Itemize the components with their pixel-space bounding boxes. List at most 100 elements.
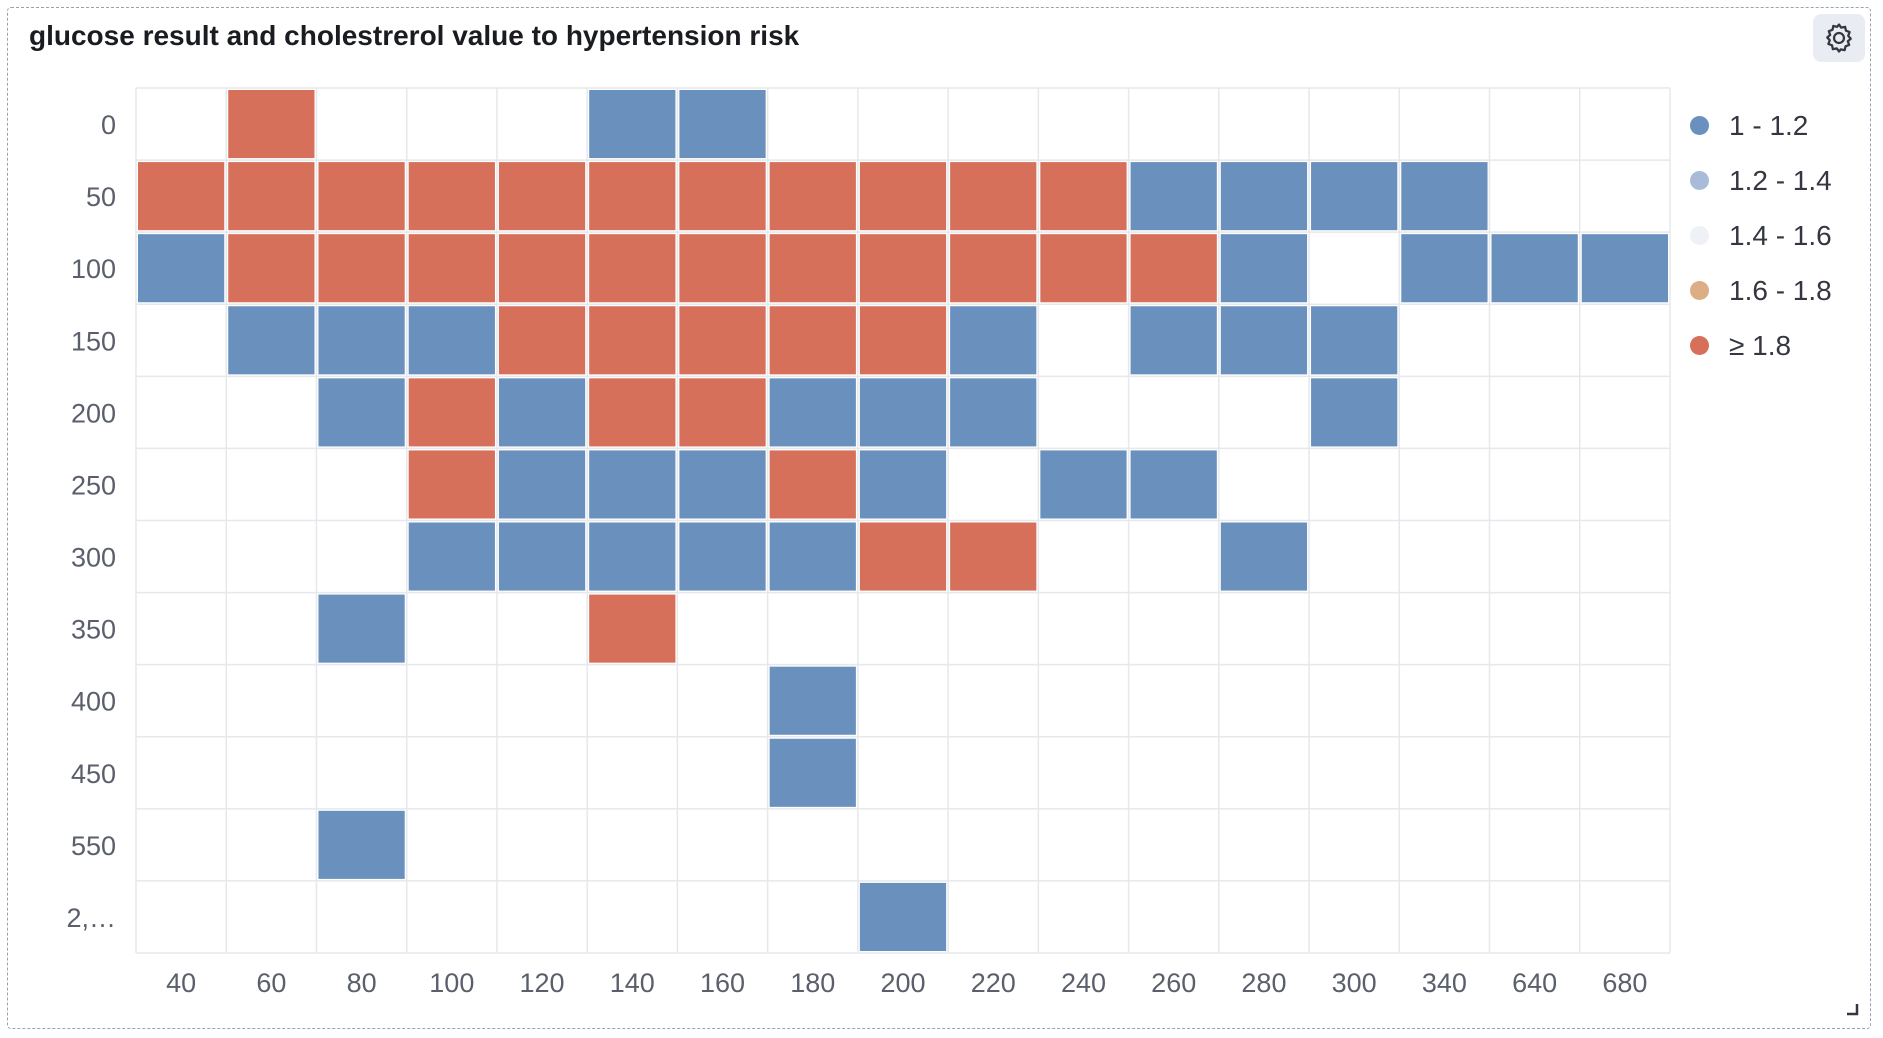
heatmap-cell[interactable] [1311, 306, 1398, 375]
heatmap-cell[interactable] [589, 234, 676, 303]
heatmap-cell[interactable] [589, 522, 676, 591]
heatmap-cell[interactable] [408, 162, 495, 231]
heatmap-cell[interactable] [498, 234, 586, 303]
heatmap-cell[interactable] [498, 306, 586, 375]
heatmap-cell[interactable] [498, 162, 586, 231]
heatmap-cell[interactable] [769, 306, 856, 375]
heatmap-cell[interactable] [228, 306, 315, 375]
heatmap-cell[interactable] [589, 594, 676, 663]
heatmap-cell[interactable] [138, 234, 225, 303]
heatmap-cell[interactable] [679, 90, 766, 159]
x-tick-label: 220 [971, 968, 1016, 998]
heatmap-cell[interactable] [1220, 306, 1308, 375]
legend-item[interactable]: ≥ 1.8 [1690, 318, 1832, 373]
resize-handle-icon[interactable] [1845, 1002, 1859, 1016]
heatmap-cell[interactable] [318, 234, 405, 303]
legend-label: 1.6 - 1.8 [1729, 274, 1832, 306]
legend-item[interactable]: 1.2 - 1.4 [1690, 153, 1832, 208]
heatmap-cell[interactable] [408, 378, 495, 447]
heatmap-cell[interactable] [1040, 234, 1127, 303]
heatmap-cell[interactable] [228, 162, 315, 231]
legend-label: 1.4 - 1.6 [1729, 219, 1832, 251]
heatmap-cell[interactable] [589, 450, 676, 519]
heatmap-cell[interactable] [1040, 162, 1127, 231]
heatmap-cell[interactable] [1220, 162, 1308, 231]
heatmap-cell[interactable] [950, 522, 1037, 591]
heatmap-cell[interactable] [318, 378, 405, 447]
heatmap-cell[interactable] [859, 234, 947, 303]
legend-item[interactable]: 1.6 - 1.8 [1690, 263, 1832, 318]
heatmap-cell[interactable] [769, 234, 856, 303]
heatmap-cell[interactable] [859, 522, 947, 591]
heatmap-cell[interactable] [859, 882, 947, 951]
heatmap-cell[interactable] [408, 306, 495, 375]
heatmap-cell[interactable] [769, 378, 856, 447]
heatmap-cell[interactable] [769, 666, 856, 735]
heatmap-cell[interactable] [408, 234, 495, 303]
legend-swatch [1690, 116, 1709, 135]
x-tick-label: 340 [1422, 968, 1467, 998]
heatmap-cell[interactable] [679, 234, 766, 303]
heatmap-cell[interactable] [1220, 522, 1308, 591]
heatmap-cell[interactable] [769, 162, 856, 231]
heatmap-cell[interactable] [589, 162, 676, 231]
heatmap-cell[interactable] [589, 306, 676, 375]
heatmap-cell[interactable] [228, 234, 315, 303]
heatmap-cell[interactable] [318, 306, 405, 375]
heatmap-cell[interactable] [498, 450, 586, 519]
heatmap-cell[interactable] [769, 450, 856, 519]
heatmap-cell[interactable] [318, 810, 405, 879]
heatmap-cell[interactable] [769, 738, 856, 807]
heatmap-cell[interactable] [679, 522, 766, 591]
heatmap-cell[interactable] [498, 522, 586, 591]
heatmap-cell[interactable] [950, 306, 1037, 375]
heatmap-cell[interactable] [950, 234, 1037, 303]
y-tick-label: 350 [71, 615, 116, 645]
heatmap-cell[interactable] [1040, 450, 1127, 519]
heatmap-cell[interactable] [859, 378, 947, 447]
y-tick-label: 550 [71, 831, 116, 861]
heatmap-cell[interactable] [950, 162, 1037, 231]
heatmap-cell[interactable] [138, 162, 225, 231]
heatmap-cell[interactable] [1130, 450, 1217, 519]
heatmap-cell[interactable] [1130, 234, 1217, 303]
y-tick-label: 0 [101, 110, 116, 140]
x-tick-label: 240 [1061, 968, 1106, 998]
heatmap-cell[interactable] [1311, 378, 1398, 447]
legend-label: ≥ 1.8 [1729, 329, 1792, 361]
heatmap-cell[interactable] [318, 162, 405, 231]
x-tick-label: 200 [880, 968, 925, 998]
heatmap-cell[interactable] [1311, 162, 1398, 231]
heatmap-cell[interactable] [679, 162, 766, 231]
heatmap-cell[interactable] [859, 450, 947, 519]
heatmap-cell[interactable] [1401, 234, 1488, 303]
heatmap-cell[interactable] [408, 450, 495, 519]
heatmap-cell[interactable] [318, 594, 405, 663]
heatmap-cell[interactable] [1401, 162, 1488, 231]
heatmap-cell[interactable] [769, 522, 856, 591]
heatmap-cell[interactable] [1491, 234, 1578, 303]
heatmap-cell[interactable] [679, 378, 766, 447]
heatmap-cell[interactable] [1220, 234, 1308, 303]
panel-settings-button[interactable] [1813, 14, 1865, 62]
heatmap-cell[interactable] [1130, 162, 1217, 231]
y-tick-label: 200 [71, 398, 116, 428]
heatmap-cell[interactable] [1130, 306, 1217, 375]
legend-swatch [1690, 281, 1709, 300]
heatmap-cell[interactable] [408, 522, 495, 591]
heatmap-cell[interactable] [589, 378, 676, 447]
y-tick-label: 100 [71, 254, 116, 284]
heatmap-cell[interactable] [228, 90, 315, 159]
x-tick-label: 60 [256, 968, 286, 998]
heatmap-cell[interactable] [950, 378, 1037, 447]
heatmap-cell[interactable] [679, 306, 766, 375]
heatmap-cell[interactable] [589, 90, 676, 159]
legend-swatch [1690, 171, 1709, 190]
heatmap-cell[interactable] [859, 306, 947, 375]
heatmap-cell[interactable] [859, 162, 947, 231]
legend-item[interactable]: 1.4 - 1.6 [1690, 208, 1832, 263]
heatmap-cell[interactable] [498, 378, 586, 447]
heatmap-cell[interactable] [1581, 234, 1668, 303]
legend-item[interactable]: 1 - 1.2 [1690, 98, 1832, 153]
heatmap-cell[interactable] [679, 450, 766, 519]
